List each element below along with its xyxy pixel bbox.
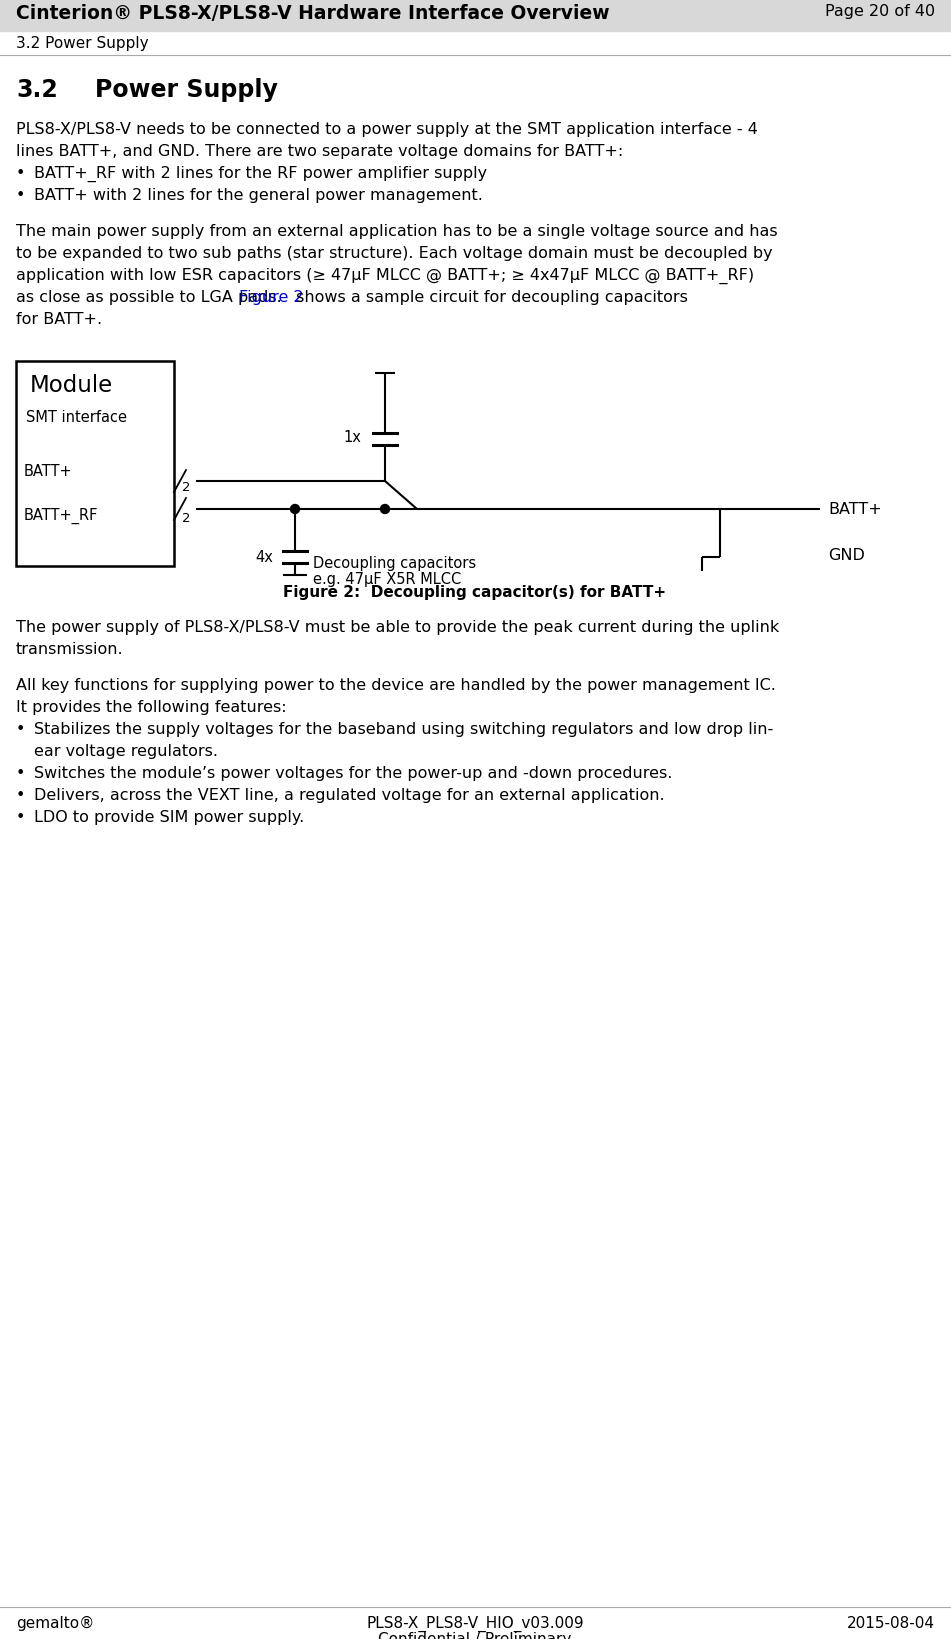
- Text: Power Supply: Power Supply: [95, 79, 278, 102]
- Text: BATT+_RF: BATT+_RF: [24, 508, 98, 524]
- Text: The power supply of PLS8-X/PLS8-V must be able to provide the peak current durin: The power supply of PLS8-X/PLS8-V must b…: [16, 620, 779, 634]
- Text: BATT+ with 2 lines for the general power management.: BATT+ with 2 lines for the general power…: [34, 188, 483, 203]
- Bar: [16, 362, 174, 567]
- Text: gemalto®: gemalto®: [16, 1614, 94, 1631]
- Text: lines BATT+, and GND. There are two separate voltage domains for BATT+:: lines BATT+, and GND. There are two sepa…: [16, 144, 623, 159]
- Bar: [0, 0, 951, 33]
- Text: 4x: 4x: [255, 549, 273, 565]
- Text: Figure 2: Figure 2: [239, 290, 303, 305]
- Text: Stabilizes the supply voltages for the baseband using switching regulators and l: Stabilizes the supply voltages for the b…: [34, 721, 773, 736]
- Text: •: •: [16, 787, 26, 803]
- Text: •: •: [16, 188, 26, 203]
- Text: It provides the following features:: It provides the following features:: [16, 700, 286, 715]
- Text: for BATT+.: for BATT+.: [16, 311, 102, 326]
- Text: e.g. 47µF X5R MLCC: e.g. 47µF X5R MLCC: [313, 572, 461, 587]
- Text: •: •: [16, 765, 26, 780]
- Text: shows a sample circuit for decoupling capacitors: shows a sample circuit for decoupling ca…: [291, 290, 688, 305]
- Text: application with low ESR capacitors (≥ 47µF MLCC @ BATT+; ≥ 4x47µF MLCC @ BATT+_: application with low ESR capacitors (≥ 4…: [16, 267, 754, 284]
- Text: GND: GND: [828, 547, 864, 562]
- Text: All key functions for supplying power to the device are handled by the power man: All key functions for supplying power to…: [16, 677, 776, 693]
- Text: 2: 2: [182, 511, 190, 524]
- Text: Cinterion® PLS8-X/PLS8-V Hardware Interface Overview: Cinterion® PLS8-X/PLS8-V Hardware Interf…: [16, 3, 610, 23]
- Text: •: •: [16, 166, 26, 180]
- Text: Module: Module: [30, 374, 113, 397]
- Text: PLS8-X/PLS8-V needs to be connected to a power supply at the SMT application int: PLS8-X/PLS8-V needs to be connected to a…: [16, 121, 758, 138]
- Text: 2015-08-04: 2015-08-04: [847, 1614, 935, 1631]
- Text: BATT+_RF with 2 lines for the RF power amplifier supply: BATT+_RF with 2 lines for the RF power a…: [34, 166, 487, 182]
- Text: Figure 2:  Decoupling capacitor(s) for BATT+: Figure 2: Decoupling capacitor(s) for BA…: [283, 585, 667, 600]
- Text: Switches the module’s power voltages for the power-up and -down procedures.: Switches the module’s power voltages for…: [34, 765, 672, 780]
- Text: 3.2: 3.2: [16, 79, 58, 102]
- Text: transmission.: transmission.: [16, 641, 124, 657]
- Text: ear voltage regulators.: ear voltage regulators.: [34, 744, 218, 759]
- Text: Page 20 of 40: Page 20 of 40: [825, 3, 935, 20]
- Text: 2: 2: [182, 480, 190, 493]
- Text: Delivers, across the VEXT line, a regulated voltage for an external application.: Delivers, across the VEXT line, a regula…: [34, 787, 665, 803]
- Text: 1x: 1x: [343, 429, 360, 444]
- Circle shape: [380, 505, 390, 515]
- Text: •: •: [16, 721, 26, 736]
- Text: Decoupling capacitors: Decoupling capacitors: [313, 556, 476, 570]
- Text: 3.2 Power Supply: 3.2 Power Supply: [16, 36, 148, 51]
- Text: as close as possible to LGA pads.: as close as possible to LGA pads.: [16, 290, 287, 305]
- Text: Confidential / Preliminary: Confidential / Preliminary: [378, 1631, 572, 1639]
- Text: BATT+: BATT+: [828, 502, 882, 516]
- Text: •: •: [16, 810, 26, 824]
- Text: PLS8-X_PLS8-V_HIO_v03.009: PLS8-X_PLS8-V_HIO_v03.009: [366, 1614, 584, 1631]
- Text: LDO to provide SIM power supply.: LDO to provide SIM power supply.: [34, 810, 304, 824]
- Text: SMT interface: SMT interface: [26, 410, 127, 425]
- Circle shape: [290, 505, 300, 515]
- Text: The main power supply from an external application has to be a single voltage so: The main power supply from an external a…: [16, 225, 778, 239]
- Text: BATT+: BATT+: [24, 464, 72, 479]
- Text: to be expanded to two sub paths (star structure). Each voltage domain must be de: to be expanded to two sub paths (star st…: [16, 246, 772, 261]
